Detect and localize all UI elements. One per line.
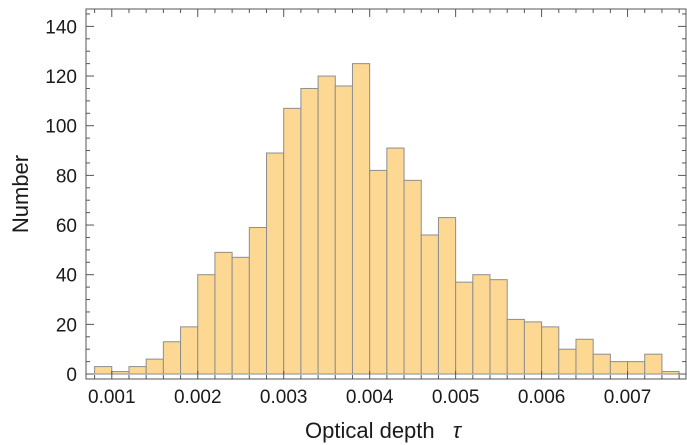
histogram-bar bbox=[541, 326, 560, 375]
histogram-bar bbox=[403, 179, 422, 375]
histogram-bar bbox=[145, 358, 164, 375]
histogram-bar bbox=[180, 326, 199, 375]
y-axis-ticks: 0 20 40 60 80 100 120 140 bbox=[45, 13, 686, 386]
histogram-bar bbox=[575, 338, 594, 375]
x-tick-label: 0.001 bbox=[88, 387, 136, 408]
histogram-bar bbox=[472, 274, 491, 375]
x-tick-label: 0.003 bbox=[260, 387, 308, 408]
histogram-bar bbox=[558, 348, 577, 375]
histogram-bar bbox=[317, 75, 336, 375]
histogram-bar bbox=[661, 371, 680, 375]
histogram-bar bbox=[420, 234, 439, 375]
histogram-bar bbox=[369, 169, 388, 375]
histogram-bar bbox=[283, 107, 302, 375]
plot-frame bbox=[85, 8, 687, 380]
y-tick-label: 60 bbox=[56, 216, 77, 237]
y-tick-label: 140 bbox=[45, 17, 77, 38]
histogram-bar bbox=[627, 361, 646, 375]
y-tick-label: 20 bbox=[56, 315, 77, 336]
histogram-bar bbox=[351, 63, 371, 375]
x-axis-label-text: Optical depth bbox=[305, 418, 435, 443]
histogram-bar bbox=[592, 353, 611, 375]
histogram-bar bbox=[162, 341, 182, 375]
y-tick-label: 0 bbox=[66, 365, 77, 386]
histogram-bar bbox=[128, 366, 147, 375]
histogram-bar bbox=[214, 251, 233, 375]
histogram-bars bbox=[94, 63, 680, 375]
histogram-bar bbox=[266, 152, 285, 375]
histogram-bar bbox=[231, 256, 250, 375]
x-axis-ticks: 0.001 0.002 0.003 0.004 0.005 0.006 0.007 bbox=[88, 9, 680, 408]
y-tick-label: 40 bbox=[56, 266, 77, 287]
histogram-bar bbox=[437, 217, 457, 375]
histogram-bar bbox=[455, 281, 474, 375]
x-tick-label: 0.006 bbox=[518, 387, 566, 408]
y-tick-label: 100 bbox=[45, 117, 77, 138]
x-tick-label: 0.007 bbox=[604, 387, 652, 408]
x-axis-label: Optical depth τ bbox=[305, 418, 463, 443]
histogram-bar bbox=[111, 371, 130, 375]
histogram-bar bbox=[248, 227, 268, 375]
histogram-bar bbox=[197, 274, 216, 375]
histogram-bar bbox=[506, 318, 525, 375]
histogram-bar bbox=[644, 353, 663, 375]
histogram-bar bbox=[523, 321, 543, 375]
x-tick-label: 0.005 bbox=[432, 387, 480, 408]
y-tick-label: 80 bbox=[56, 166, 77, 187]
x-axis-label-symbol: τ bbox=[453, 418, 463, 443]
histogram-bar bbox=[94, 366, 113, 375]
y-tick-label: 120 bbox=[45, 67, 77, 88]
histogram-bar bbox=[609, 361, 629, 375]
y-axis-label: Number bbox=[8, 155, 33, 233]
histogram-bar bbox=[300, 87, 319, 375]
histogram-bar bbox=[334, 85, 353, 375]
histogram-bar bbox=[489, 279, 508, 375]
histogram-bar bbox=[386, 147, 405, 375]
x-tick-label: 0.002 bbox=[174, 387, 222, 408]
x-tick-label: 0.004 bbox=[346, 387, 394, 408]
